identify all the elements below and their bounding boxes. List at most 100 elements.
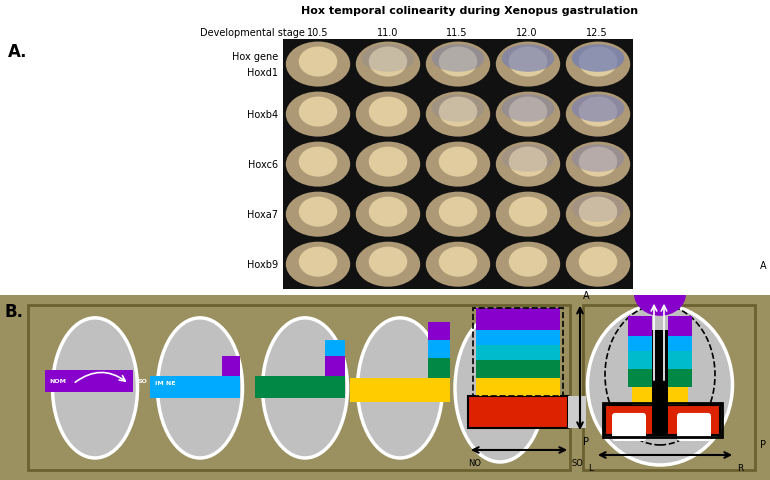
Bar	[563, 90, 633, 140]
Ellipse shape	[356, 242, 420, 287]
Ellipse shape	[572, 45, 624, 72]
Ellipse shape	[299, 197, 337, 227]
Ellipse shape	[572, 95, 624, 122]
Ellipse shape	[369, 48, 407, 77]
Ellipse shape	[432, 95, 484, 122]
Ellipse shape	[509, 97, 547, 127]
Ellipse shape	[426, 142, 490, 187]
Ellipse shape	[439, 247, 477, 277]
Ellipse shape	[502, 145, 554, 172]
Ellipse shape	[286, 92, 350, 137]
Bar	[283, 240, 353, 289]
Ellipse shape	[286, 42, 350, 87]
Ellipse shape	[496, 192, 561, 237]
Text: A: A	[760, 260, 767, 270]
Bar	[353, 240, 423, 289]
Bar	[353, 40, 423, 90]
Ellipse shape	[496, 42, 561, 87]
Text: SO: SO	[137, 379, 147, 384]
Ellipse shape	[369, 97, 407, 127]
Text: Hox gene: Hox gene	[232, 52, 278, 62]
Bar	[476, 330, 560, 345]
Ellipse shape	[286, 192, 350, 237]
Bar	[428, 322, 450, 340]
Bar	[222, 356, 240, 376]
Text: Hox temporal colinearity during Xenopus gastrulation: Hox temporal colinearity during Xenopus …	[301, 6, 638, 16]
Ellipse shape	[572, 195, 624, 222]
Bar	[283, 140, 353, 190]
Ellipse shape	[566, 42, 630, 87]
Ellipse shape	[572, 145, 624, 172]
Bar	[283, 90, 353, 140]
Bar	[428, 358, 450, 378]
Ellipse shape	[579, 197, 618, 227]
Text: 12.5: 12.5	[586, 28, 608, 38]
Ellipse shape	[439, 97, 477, 127]
Ellipse shape	[357, 318, 443, 458]
Bar	[603, 403, 722, 437]
Bar	[493, 240, 563, 289]
Bar	[632, 387, 656, 405]
Ellipse shape	[496, 242, 561, 287]
Bar	[563, 40, 633, 90]
Bar	[353, 140, 423, 190]
Ellipse shape	[509, 147, 547, 177]
Bar	[605, 405, 720, 435]
Bar	[668, 351, 692, 369]
Bar	[423, 90, 493, 140]
Ellipse shape	[356, 42, 420, 87]
Ellipse shape	[356, 192, 420, 237]
Ellipse shape	[369, 197, 407, 227]
Bar	[493, 40, 563, 90]
Ellipse shape	[439, 147, 477, 177]
Text: Developmental stage: Developmental stage	[199, 28, 304, 38]
Ellipse shape	[158, 318, 243, 458]
Ellipse shape	[356, 92, 420, 137]
Ellipse shape	[299, 147, 337, 177]
Text: Hoxb4: Hoxb4	[247, 110, 278, 120]
Ellipse shape	[426, 192, 490, 237]
Bar	[493, 140, 563, 190]
Bar	[473, 308, 563, 396]
Bar	[353, 190, 423, 240]
Text: IM NE: IM NE	[155, 381, 176, 385]
Ellipse shape	[496, 142, 561, 187]
Ellipse shape	[566, 192, 630, 237]
Bar	[568, 396, 586, 428]
Text: B.: B.	[5, 302, 24, 320]
Bar	[583, 305, 755, 470]
Ellipse shape	[299, 97, 337, 127]
Text: NOM: NOM	[49, 379, 66, 384]
Ellipse shape	[286, 242, 350, 287]
Text: A.: A.	[8, 43, 28, 61]
Ellipse shape	[509, 48, 547, 77]
Text: 10.5: 10.5	[307, 28, 329, 38]
Ellipse shape	[426, 242, 490, 287]
Bar	[664, 387, 688, 405]
Bar	[563, 190, 633, 240]
Bar	[325, 340, 345, 356]
Bar	[493, 90, 563, 140]
Bar	[423, 140, 493, 190]
Bar	[350, 378, 450, 402]
Text: P: P	[760, 439, 766, 449]
Bar	[493, 190, 563, 240]
Ellipse shape	[509, 247, 547, 277]
Bar	[628, 316, 652, 336]
Bar	[423, 240, 493, 289]
Ellipse shape	[566, 92, 630, 137]
Bar	[353, 90, 423, 140]
Ellipse shape	[52, 318, 138, 458]
Ellipse shape	[579, 147, 618, 177]
Ellipse shape	[356, 142, 420, 187]
Bar	[476, 308, 560, 330]
Ellipse shape	[439, 197, 477, 227]
Bar	[255, 376, 345, 398]
Text: R: R	[737, 463, 743, 472]
Text: 12.0: 12.0	[516, 28, 537, 38]
Ellipse shape	[634, 272, 686, 316]
Ellipse shape	[439, 48, 477, 77]
Ellipse shape	[263, 318, 347, 458]
Text: NO: NO	[468, 458, 481, 467]
Ellipse shape	[566, 142, 630, 187]
